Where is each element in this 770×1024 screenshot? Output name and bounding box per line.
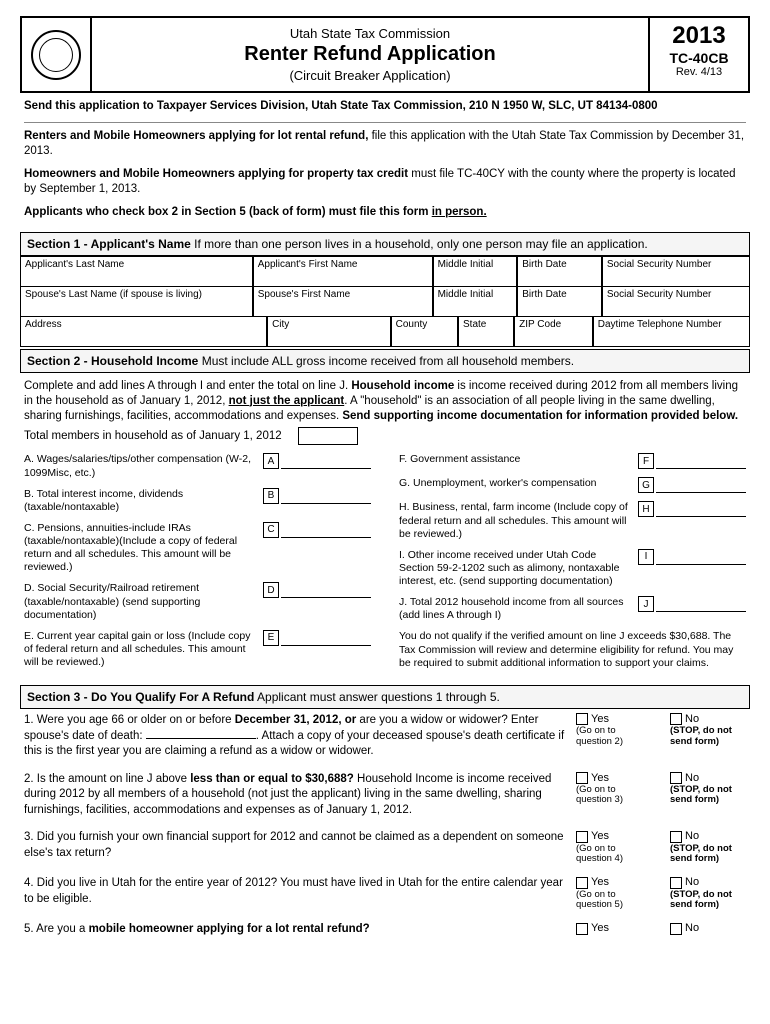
income-a-letter: A	[263, 453, 279, 469]
q2-text: 2. Is the amount on line J above less th…	[24, 772, 566, 819]
q1-text: 1. Were you age 66 or older on or before…	[24, 713, 566, 760]
state-seal-icon	[31, 30, 81, 80]
income-c-value[interactable]	[281, 522, 371, 538]
section3-desc: Applicant must answer questions 1 throug…	[254, 690, 499, 704]
income-note: You do not qualify if the verified amoun…	[399, 630, 746, 669]
field-address[interactable]: Address	[20, 317, 267, 347]
field-county[interactable]: County	[391, 317, 458, 347]
income-g-letter: G	[638, 477, 654, 493]
form-code: TC-40CB	[654, 50, 744, 66]
q3-text: 3. Did you furnish your own financial su…	[24, 830, 566, 864]
income-f-label: F. Government assistance	[399, 453, 630, 466]
income-left: A. Wages/salaries/tips/other compensatio…	[24, 453, 371, 677]
field-phone[interactable]: Daytime Telephone Number	[593, 317, 750, 347]
income-b-letter: B	[263, 488, 279, 504]
q3-no-checkbox[interactable]	[670, 831, 682, 843]
income-d-value[interactable]	[281, 582, 371, 598]
field-city[interactable]: City	[267, 317, 391, 347]
q1-date-blank[interactable]	[146, 729, 256, 739]
income-j-value[interactable]	[656, 596, 746, 612]
form-header: Utah State Tax Commission Renter Refund …	[20, 16, 750, 93]
form-title: Renter Refund Application	[96, 43, 644, 66]
field-spouse-first[interactable]: Spouse's First Name	[253, 287, 433, 317]
total-members-box[interactable]	[298, 427, 358, 445]
income-h-letter: H	[638, 501, 654, 517]
q2-no-checkbox[interactable]	[670, 772, 682, 784]
section1-bar: Section 1 - Applicant's Name If more tha…	[20, 232, 750, 256]
form-year: 2013	[654, 22, 744, 50]
q5-text: 5. Are you a mobile homeowner applying f…	[24, 922, 566, 938]
section2-para: Complete and add lines A through I and e…	[20, 373, 750, 426]
intro-2a: Homeowners and Mobile Homeowners applyin…	[24, 168, 408, 180]
field-spouse-mi[interactable]: Middle Initial	[433, 287, 518, 317]
intro-3a: Applicants who check box 2 in Section 5 …	[24, 206, 432, 218]
q1-no-checkbox[interactable]	[670, 713, 682, 725]
income-f-letter: F	[638, 453, 654, 469]
field-zip[interactable]: ZIP Code	[514, 317, 593, 347]
q4-yes-checkbox[interactable]	[576, 877, 588, 889]
field-applicant-first[interactable]: Applicant's First Name	[253, 256, 433, 287]
income-a-value[interactable]	[281, 453, 371, 469]
income-d-letter: D	[263, 582, 279, 598]
income-a-label: A. Wages/salaries/tips/other compensatio…	[24, 453, 255, 479]
form-revision: Rev. 4/13	[654, 66, 744, 78]
q4-text: 4. Did you live in Utah for the entire y…	[24, 876, 566, 910]
section2-desc: Must include ALL gross income received f…	[198, 354, 574, 368]
income-i-letter: I	[638, 549, 654, 565]
total-members-label: Total members in household as of January…	[24, 430, 282, 442]
income-e-value[interactable]	[281, 630, 371, 646]
q3-yes-checkbox[interactable]	[576, 831, 588, 843]
q4-no-checkbox[interactable]	[670, 877, 682, 889]
section2-bar: Section 2 - Household Income Must includ…	[20, 349, 750, 373]
field-spouse-last[interactable]: Spouse's Last Name (if spouse is living)	[20, 287, 253, 317]
income-e-letter: E	[263, 630, 279, 646]
q2-yes-checkbox[interactable]	[576, 772, 588, 784]
field-state[interactable]: State	[458, 317, 514, 347]
section2-title: Section 2 - Household Income	[27, 354, 198, 368]
field-spouse-ssn[interactable]: Social Security Number	[602, 287, 750, 317]
q1-yes-checkbox[interactable]	[576, 713, 588, 725]
income-g-value[interactable]	[656, 477, 746, 493]
field-applicant-birth[interactable]: Birth Date	[517, 256, 602, 287]
income-j-letter: J	[638, 596, 654, 612]
form-subtitle: (Circuit Breaker Application)	[96, 68, 644, 83]
income-g-label: G. Unemployment, worker's compensation	[399, 477, 630, 490]
income-h-label: H. Business, rental, farm income (Includ…	[399, 501, 630, 540]
income-j-label: J. Total 2012 household income from all …	[399, 596, 630, 622]
income-d-label: D. Social Security/Railroad retirement (…	[24, 582, 255, 621]
field-spouse-birth[interactable]: Birth Date	[517, 287, 602, 317]
section3-bar: Section 3 - Do You Qualify For A Refund …	[20, 685, 750, 709]
intro-3b: in person.	[432, 206, 487, 218]
q5-no-checkbox[interactable]	[670, 923, 682, 935]
send-to: Send this application to Taxpayer Servic…	[24, 99, 746, 114]
commission-name: Utah State Tax Commission	[96, 26, 644, 41]
income-right: F. Government assistance F G. Unemploymen…	[399, 453, 746, 677]
income-h-value[interactable]	[656, 501, 746, 517]
instructions-block: Send this application to Taxpayer Servic…	[20, 93, 750, 230]
section1-title: Section 1 - Applicant's Name	[27, 237, 191, 251]
income-c-label: C. Pensions, annuities-include IRAs (tax…	[24, 522, 255, 575]
seal-cell	[22, 18, 92, 91]
income-i-label: I. Other income received under Utah Code…	[399, 549, 630, 588]
q5-yes-checkbox[interactable]	[576, 923, 588, 935]
section1-desc: If more than one person lives in a house…	[191, 237, 648, 251]
section3-title: Section 3 - Do You Qualify For A Refund	[27, 690, 254, 704]
intro-1a: Renters and Mobile Homeowners applying f…	[24, 130, 368, 142]
income-f-value[interactable]	[656, 453, 746, 469]
income-e-label: E. Current year capital gain or loss (In…	[24, 630, 255, 669]
field-applicant-last[interactable]: Applicant's Last Name	[20, 256, 253, 287]
field-applicant-ssn[interactable]: Social Security Number	[602, 256, 750, 287]
field-applicant-mi[interactable]: Middle Initial	[433, 256, 518, 287]
income-b-label: B. Total interest income, dividends (tax…	[24, 488, 255, 514]
income-i-value[interactable]	[656, 549, 746, 565]
income-b-value[interactable]	[281, 488, 371, 504]
income-c-letter: C	[263, 522, 279, 538]
